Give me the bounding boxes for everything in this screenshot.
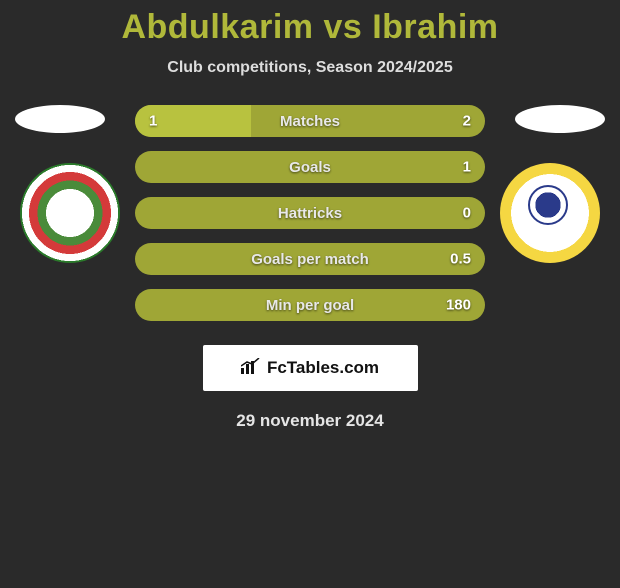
- stat-value-right: 0: [463, 205, 471, 222]
- stat-bar: Min per goal 180: [135, 289, 485, 321]
- subtitle: Club competitions, Season 2024/2025: [0, 59, 620, 77]
- club-badge-right: [500, 163, 600, 263]
- stat-bar: Goals per match 0.5: [135, 243, 485, 275]
- player-right-marker: [515, 105, 605, 133]
- stat-label: Goals per match: [251, 251, 369, 268]
- stat-value-left: 1: [149, 113, 157, 130]
- stat-value-right: 1: [463, 159, 471, 176]
- stats-bars: 1 Matches 2 Goals 1 Hattricks 0 Goals pe…: [135, 105, 485, 321]
- stat-value-right: 180: [446, 297, 471, 314]
- stat-value-right: 0.5: [450, 251, 471, 268]
- ball-icon: [52, 191, 88, 227]
- stat-bar: Hattricks 0: [135, 197, 485, 229]
- brand-text: FcTables.com: [267, 358, 379, 378]
- stat-label: Goals: [289, 159, 331, 176]
- stat-value-right: 2: [463, 113, 471, 130]
- player-left-marker: [15, 105, 105, 133]
- stat-bar: 1 Matches 2: [135, 105, 485, 137]
- ball-icon: [528, 185, 568, 225]
- chart-icon: [241, 358, 261, 379]
- date-text: 29 november 2024: [0, 411, 620, 431]
- club-badge-left: [20, 163, 120, 263]
- brand-box[interactable]: FcTables.com: [203, 345, 418, 391]
- stat-label: Hattricks: [278, 205, 342, 222]
- stat-label: Min per goal: [266, 297, 354, 314]
- comparison-content: 1 Matches 2 Goals 1 Hattricks 0 Goals pe…: [0, 105, 620, 431]
- stat-label: Matches: [280, 113, 340, 130]
- page-title: Abdulkarim vs Ibrahim: [0, 8, 620, 47]
- stat-bar: Goals 1: [135, 151, 485, 183]
